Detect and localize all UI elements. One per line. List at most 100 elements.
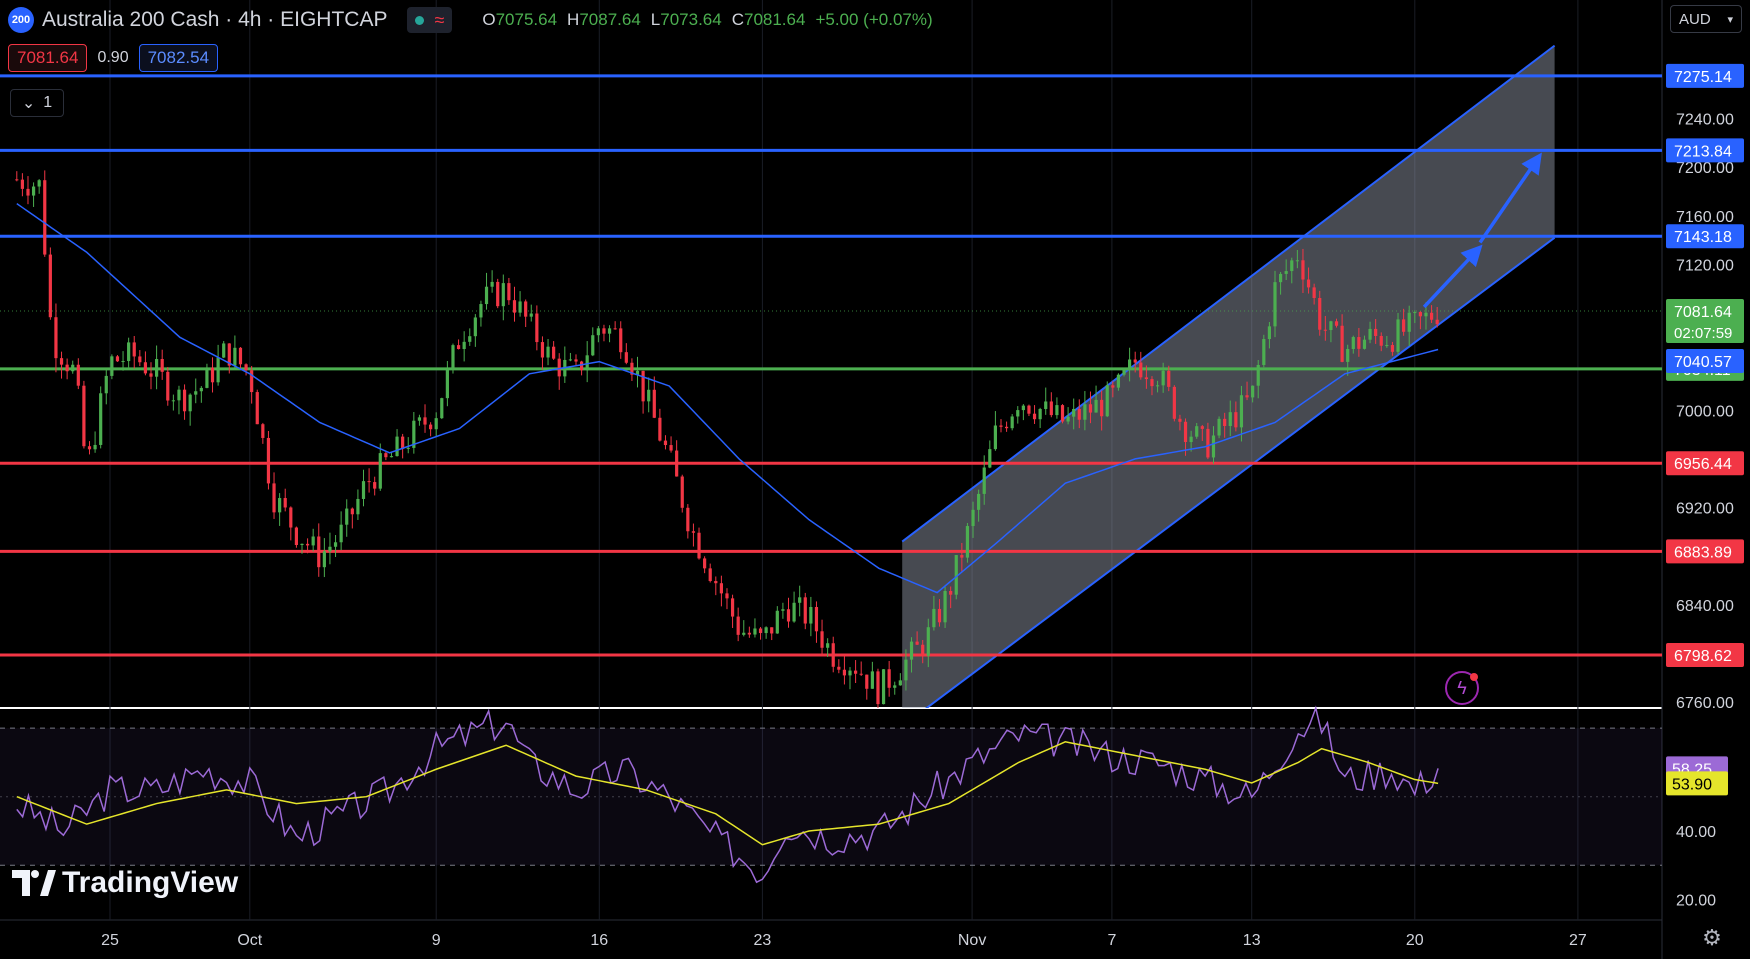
candle-body <box>552 346 556 359</box>
candle-body <box>719 583 723 594</box>
candle-body <box>960 555 964 558</box>
candle-body <box>127 342 131 362</box>
indicator-count: 1 <box>43 94 53 111</box>
candle-body <box>932 608 936 628</box>
level-label-1-box <box>1666 138 1744 163</box>
candle-body <box>429 424 433 430</box>
candle-body <box>507 283 511 301</box>
candle-body <box>1217 418 1221 436</box>
candle-body <box>546 346 550 358</box>
candle-body <box>99 393 103 445</box>
symbol-badge-icon[interactable]: 200 <box>8 7 34 33</box>
candle-body <box>322 551 326 568</box>
gear-icon[interactable]: ⚙ <box>1702 925 1722 950</box>
candle-body <box>1111 385 1115 388</box>
candle-body <box>686 507 690 532</box>
candle-body <box>496 281 500 307</box>
candle-body <box>54 317 58 359</box>
market-open-dot-icon <box>415 15 425 25</box>
candle-body <box>691 531 696 533</box>
time-tick-label: 13 <box>1243 932 1261 949</box>
lightning-icon[interactable]: ϟ <box>1445 671 1479 705</box>
currency-select[interactable]: AUD ▾ <box>1670 5 1742 33</box>
candle-body <box>540 342 545 358</box>
candle-body <box>624 352 628 363</box>
candle-body <box>1413 312 1417 314</box>
candle-body <box>389 456 394 458</box>
candle-body <box>356 498 360 515</box>
candle-body <box>1083 404 1087 420</box>
candle-body <box>166 371 170 401</box>
candle-body <box>1256 364 1260 386</box>
candle-body <box>188 394 192 412</box>
candle-body <box>59 358 64 365</box>
rsi-band-fill <box>0 728 1662 866</box>
candle-body <box>1139 362 1143 378</box>
candle-body <box>1435 319 1439 325</box>
tradingview-logo[interactable]: TradingView <box>12 866 238 900</box>
candle-body <box>15 179 19 181</box>
ohlc-close: C7081.64 <box>731 10 806 29</box>
chart-title[interactable]: Australia 200 Cash · 4h · EIGHTCAP <box>42 8 388 31</box>
candle-body <box>854 670 858 674</box>
candle-body <box>261 424 265 438</box>
rsi-label-rsi_ma: 53.90 <box>1672 776 1712 793</box>
candle-body <box>658 417 662 441</box>
candle-body <box>1228 412 1232 427</box>
level-label-4: 6956.44 <box>1674 456 1732 473</box>
rsi-ma-line <box>16 741 1439 846</box>
time-tick-label: Oct <box>237 932 262 949</box>
candle-body <box>26 188 30 196</box>
candle-body <box>216 357 220 383</box>
candle-body <box>579 361 584 371</box>
candle-body <box>373 482 377 489</box>
candle-body <box>786 609 791 622</box>
tradingview-logo-text: TradingView <box>62 866 239 899</box>
candle-body <box>283 498 287 508</box>
candle-body <box>305 543 310 546</box>
candle-body <box>876 671 880 705</box>
candle-body <box>809 607 813 624</box>
channel-lower-line <box>924 236 1556 708</box>
price-tick-label: 7120.00 <box>1676 257 1734 274</box>
indicators-collapse-button[interactable]: ⌄ 1 <box>10 89 64 117</box>
time-tick-label: Nov <box>958 932 986 949</box>
candle-body <box>473 317 477 337</box>
candle-body <box>943 590 947 623</box>
candle-body <box>1334 321 1339 326</box>
candle-body <box>1239 395 1244 428</box>
candle-body <box>317 536 321 568</box>
candle-body <box>82 385 86 447</box>
candle-body <box>1183 421 1188 443</box>
sell-button[interactable]: 7081.64 <box>8 44 88 72</box>
candle-body <box>149 373 153 377</box>
time-tick-label: 25 <box>101 932 119 949</box>
candle-body <box>1396 319 1400 352</box>
candle-body <box>921 644 925 656</box>
candle-body <box>1144 377 1148 380</box>
candle-body <box>596 328 600 336</box>
candle-body <box>949 590 953 595</box>
candle-body <box>613 328 617 330</box>
candle-body <box>909 641 914 660</box>
candle-body <box>1211 435 1216 458</box>
candle-body <box>1329 321 1333 331</box>
candle-body <box>982 467 986 494</box>
time-tick-label: 9 <box>432 932 441 949</box>
candle-body <box>591 335 595 356</box>
candle-body <box>870 671 874 689</box>
candle-body <box>266 437 271 484</box>
price-label-last-countdown: 02:07:59 <box>1674 325 1732 342</box>
candle-body <box>1044 401 1048 409</box>
market-status[interactable]: ≈ <box>407 7 453 33</box>
candle-body <box>697 532 701 559</box>
price-tick-label: 6920.00 <box>1676 501 1734 518</box>
candle-body <box>1295 260 1299 262</box>
candle-body <box>238 347 243 365</box>
candle-body <box>585 355 589 371</box>
candle-body <box>988 449 992 468</box>
candle-body <box>887 669 891 688</box>
buy-button[interactable]: 7082.54 <box>138 44 219 72</box>
ohlc-low: L7073.64 <box>650 10 722 29</box>
